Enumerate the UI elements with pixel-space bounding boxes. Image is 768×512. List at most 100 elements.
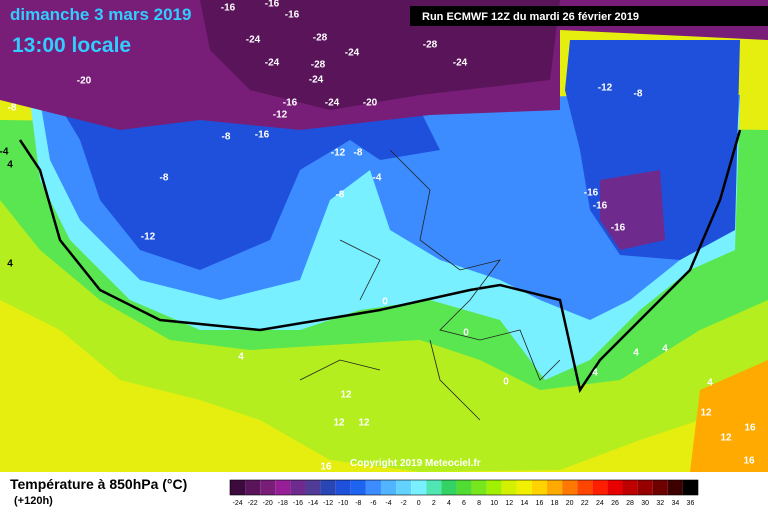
color-swatch — [396, 480, 412, 495]
color-swatch — [305, 480, 321, 495]
contour-label: 16 — [743, 456, 755, 467]
cold-pool — [600, 170, 665, 250]
contour-label: -24 — [246, 35, 261, 46]
color-swatch — [380, 480, 397, 495]
color-swatch — [562, 480, 578, 495]
color-swatch — [260, 480, 276, 495]
contour-label: -12 — [141, 232, 156, 243]
contour-label: 4 — [592, 368, 598, 379]
coastlines — [299, 149, 561, 421]
contour-label: -8 — [336, 190, 345, 201]
contour-label: -4 — [0, 147, 9, 158]
scale-frame — [229, 479, 699, 496]
contour-label: -16 — [221, 3, 236, 14]
contour-label: 4 — [238, 352, 244, 363]
contour-label: 0 — [382, 297, 388, 308]
contour-label: 4 — [7, 160, 13, 171]
contour-label: -28 — [423, 40, 438, 51]
contour-label: 0 — [503, 377, 509, 388]
color-swatch — [516, 480, 532, 495]
color-swatch — [365, 480, 381, 495]
color-swatch — [320, 480, 336, 495]
contour-label: -8 — [222, 132, 231, 143]
scale-label: 4 — [447, 500, 451, 507]
contour-label: -8 — [160, 173, 169, 184]
scale-label: 32 — [656, 500, 664, 507]
contour-label: -24 — [265, 58, 280, 69]
forecast-time: 13:00 locale — [12, 34, 131, 57]
scale-label: 6 — [462, 500, 466, 507]
contour-label: -24 — [345, 48, 360, 59]
scale-label: 2 — [432, 500, 436, 507]
color-swatch — [335, 480, 351, 495]
scale-label: 18 — [551, 500, 559, 507]
color-swatch — [622, 480, 638, 495]
scale-label: 20 — [566, 500, 574, 507]
color-swatch — [652, 480, 668, 495]
color-swatch — [531, 480, 548, 495]
scale-label: -20 — [263, 500, 273, 507]
contour-label: -20 — [363, 98, 378, 109]
contour-label: 4 — [7, 259, 13, 270]
scale-label: -18 — [278, 500, 288, 507]
scale-label: -22 — [248, 500, 258, 507]
color-swatch — [230, 480, 246, 495]
color-scale: -24 -22 -20 -18 -16 -14 -12 -10 -8 -6 -4 -2 0 2 4 6 8 10 1… — [229, 479, 699, 507]
scale-label: -4 — [385, 500, 391, 507]
scale-label: 14 — [520, 500, 528, 507]
run-box — [410, 6, 768, 26]
contour-label: -16 — [255, 130, 270, 141]
map — [0, 0, 768, 472]
scale-label: 28 — [626, 500, 634, 507]
color-swatch — [350, 480, 366, 495]
contour-label: -16 — [265, 0, 280, 10]
contour-label: -16 — [283, 98, 298, 109]
scale-label: 16 — [536, 500, 544, 507]
contour-label: -8 — [634, 89, 643, 100]
contour-label: 12 — [358, 418, 370, 429]
scale-label: -10 — [338, 500, 348, 507]
run-info: Run ECMWF 12Z du mardi 26 février 2019 — [422, 11, 639, 23]
forecast-date: dimanche 3 mars 2019 — [10, 5, 191, 24]
contour-label: -16 — [285, 10, 300, 21]
scale-label: 0 — [417, 500, 421, 507]
contour-label: -28 — [313, 33, 328, 44]
contour-label: -8 — [8, 103, 17, 114]
contour-label: 4 — [633, 348, 639, 359]
contour-label: -24 — [453, 58, 468, 69]
color-swatch — [592, 480, 608, 495]
color-swatch — [637, 480, 653, 495]
contour-label: -16 — [593, 201, 608, 212]
scale-label: 22 — [581, 500, 589, 507]
contour-label: 16 — [320, 462, 332, 473]
color-swatch — [441, 480, 457, 495]
scale-label: -8 — [355, 500, 361, 507]
color-swatch — [245, 480, 261, 495]
scale-label: 30 — [641, 500, 649, 507]
scale-label: 12 — [505, 500, 513, 507]
color-swatch — [486, 480, 502, 495]
contour-label: 12 — [720, 433, 732, 444]
contour-label: 16 — [744, 423, 756, 434]
scale-label: -24 — [232, 500, 242, 507]
scale-label: -16 — [293, 500, 303, 507]
scale-label: 26 — [611, 500, 619, 507]
color-swatch — [577, 480, 593, 495]
scale-label: -6 — [370, 500, 376, 507]
contour-label: 12 — [333, 418, 345, 429]
contour-label: -16 — [611, 223, 626, 234]
legend-title: Température à 850hPa (°C) — [10, 476, 187, 492]
cold-core-west — [50, 90, 440, 270]
arctic-core — [200, 0, 560, 110]
contour-label: -28 — [311, 60, 326, 71]
hot-corner — [690, 360, 768, 472]
color-swatch — [682, 480, 698, 495]
scale-label: 36 — [687, 500, 695, 507]
color-swatch — [426, 480, 442, 495]
contour-label: -24 — [325, 98, 340, 109]
contour-label: 4 — [662, 344, 668, 355]
color-swatch — [547, 480, 563, 495]
color-swatch — [607, 480, 623, 495]
